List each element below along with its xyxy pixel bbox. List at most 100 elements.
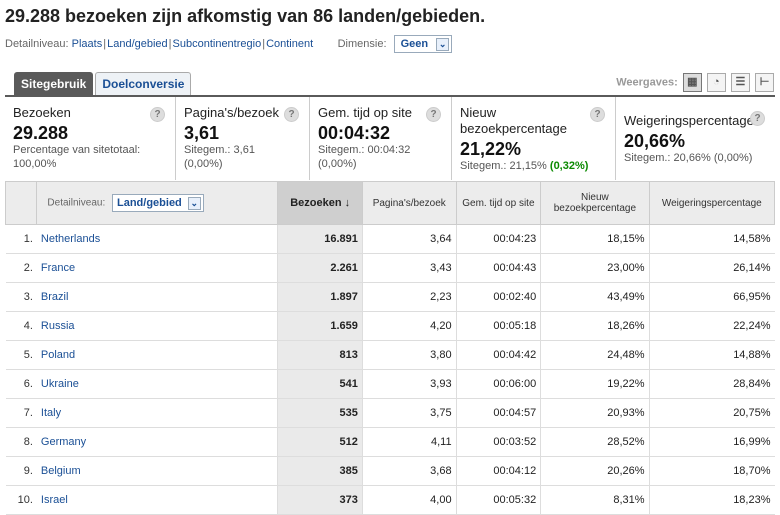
cell-new-visits: 19,22% bbox=[540, 369, 650, 399]
cell-bounce-rate: 66,95% bbox=[648, 282, 775, 312]
chevron-down-icon: ⌄ bbox=[436, 37, 450, 51]
cell-pages-per-visit: 3,80 bbox=[361, 340, 457, 370]
cell-new-visits: 18,26% bbox=[540, 311, 650, 341]
cell-avg-time: 00:05:18 bbox=[455, 311, 541, 341]
help-icon[interactable]: ? bbox=[750, 111, 765, 126]
header-avg-time[interactable]: Gem. tijd op site bbox=[455, 181, 542, 225]
row-index: 5. bbox=[5, 340, 37, 370]
cell-bounce-rate: 20,75% bbox=[648, 398, 775, 428]
cell-avg-time: 00:02:40 bbox=[455, 282, 541, 312]
tab-divider bbox=[5, 95, 775, 97]
metric-change-badge: (0,32%) bbox=[549, 160, 589, 172]
cell-new-visits: 28,52% bbox=[540, 427, 650, 457]
bar-view-icon[interactable]: ☰ bbox=[730, 73, 750, 92]
help-icon[interactable]: ? bbox=[284, 107, 299, 122]
cell-visits: 1.659 bbox=[277, 311, 363, 341]
cell-pages-per-visit: 2,23 bbox=[361, 282, 457, 312]
cell-new-visits: 20,93% bbox=[540, 398, 650, 428]
table-row: 2. France 2.261 3,43 00:04:43 23,00% 26,14% bbox=[5, 253, 775, 283]
metric-sub: Sitegem.: 20,66% (0,00%) bbox=[624, 152, 753, 164]
cell-visits: 541 bbox=[277, 369, 363, 399]
pie-view-icon[interactable]: ◔ bbox=[706, 73, 726, 92]
cell-avg-time: 00:04:43 bbox=[455, 253, 541, 283]
table-view-icon[interactable]: ▦ bbox=[682, 73, 702, 92]
dimension-label: Dimensie: bbox=[337, 37, 387, 50]
row-index: 3. bbox=[5, 282, 37, 312]
metric-pages-per-visit: Pagina's/bezoek 3,61 Sitegem.: 3,61 (0,0… bbox=[176, 97, 310, 180]
row-index: 10. bbox=[5, 485, 37, 515]
comparison-view-icon[interactable]: ⊢ bbox=[755, 73, 774, 92]
metric-label: Nieuw bezoekpercentage bbox=[460, 105, 567, 136]
detail-link-city[interactable]: Plaats bbox=[71, 37, 103, 50]
table-dimension-select[interactable]: Land/gebied ⌄ bbox=[112, 194, 204, 212]
header-pages-per-visit[interactable]: Pagina's/bezoek bbox=[361, 181, 457, 225]
metric-sub: 100,00% bbox=[13, 158, 57, 170]
detail-link-country[interactable]: Land/gebied bbox=[107, 37, 168, 50]
row-index: 1. bbox=[5, 224, 37, 254]
detail-link-continent[interactable]: Continent bbox=[266, 37, 314, 50]
metric-bounce-rate: Weigeringspercentage 20,66% Sitegem.: 20… bbox=[616, 97, 775, 180]
header-label: Weigeringspercentage bbox=[661, 197, 762, 209]
dimension-header-label: Detailniveau: bbox=[47, 197, 106, 209]
header-label: Pagina's/bezoek bbox=[372, 197, 446, 209]
cell-new-visits: 18,15% bbox=[540, 224, 650, 254]
cell-avg-time: 00:04:23 bbox=[455, 224, 541, 254]
header-new-visits[interactable]: Nieuw bezoekpercentage bbox=[540, 181, 650, 225]
metric-label: Gem. tijd op site bbox=[318, 105, 412, 120]
dimension-select[interactable]: Geen ⌄ bbox=[393, 35, 453, 53]
country-link[interactable]: Brazil bbox=[36, 282, 278, 312]
header-label: Gem. tijd op site bbox=[462, 197, 535, 209]
country-link[interactable]: France bbox=[36, 253, 278, 283]
table-row: 7. Italy 535 3,75 00:04:57 20,93% 20,75% bbox=[5, 398, 775, 428]
help-icon[interactable]: ? bbox=[426, 107, 441, 122]
table-header-row: Detailniveau: Land/gebied ⌄ Bezoeken ↓ Pag… bbox=[4, 181, 776, 225]
cell-visits: 1.897 bbox=[277, 282, 363, 312]
header-index bbox=[4, 181, 38, 225]
header-bounce-rate[interactable]: Weigeringspercentage bbox=[648, 181, 776, 225]
cell-visits: 373 bbox=[277, 485, 363, 515]
help-icon[interactable]: ? bbox=[590, 107, 605, 122]
metric-sub-text: Sitegem.: 21,15% bbox=[460, 160, 547, 172]
metric-sub: Percentage van sitetotaal: bbox=[13, 144, 141, 156]
cell-visits: 813 bbox=[277, 340, 363, 370]
help-icon[interactable]: ? bbox=[150, 107, 165, 122]
cell-new-visits: 20,26% bbox=[540, 456, 650, 486]
cell-new-visits: 23,00% bbox=[540, 253, 650, 283]
country-link[interactable]: Israel bbox=[36, 485, 278, 515]
header-visits[interactable]: Bezoeken ↓ bbox=[277, 181, 363, 225]
tab-site-usage[interactable]: Sitegebruik bbox=[14, 72, 94, 95]
cell-pages-per-visit: 3,64 bbox=[361, 224, 457, 254]
table-dimension-value: Land/gebied bbox=[117, 197, 182, 209]
table-body: 1. Netherlands 16.891 3,64 00:04:23 18,15% 14,… bbox=[5, 224, 775, 515]
country-link[interactable]: Belgium bbox=[36, 456, 278, 486]
country-link[interactable]: Russia bbox=[36, 311, 278, 341]
detail-level-label: Detailniveau: bbox=[5, 37, 69, 50]
cell-pages-per-visit: 3,43 bbox=[361, 253, 457, 283]
cell-bounce-rate: 18,70% bbox=[648, 456, 775, 486]
cell-pages-per-visit: 4,11 bbox=[361, 427, 457, 457]
cell-pages-per-visit: 3,75 bbox=[361, 398, 457, 428]
country-link[interactable]: Poland bbox=[36, 340, 278, 370]
cell-visits: 512 bbox=[277, 427, 363, 457]
metric-value: 3,61 bbox=[184, 123, 220, 143]
cell-pages-per-visit: 4,00 bbox=[361, 485, 457, 515]
country-link[interactable]: Germany bbox=[36, 427, 278, 457]
cell-visits: 385 bbox=[277, 456, 363, 486]
country-link[interactable]: Ukraine bbox=[36, 369, 278, 399]
row-index: 8. bbox=[5, 427, 37, 457]
cell-pages-per-visit: 3,68 bbox=[361, 456, 457, 486]
row-index: 9. bbox=[5, 456, 37, 486]
cell-new-visits: 8,31% bbox=[540, 485, 650, 515]
metric-avg-time: Gem. tijd op site 00:04:32 Sitegem.: 00:… bbox=[310, 97, 452, 180]
country-link[interactable]: Netherlands bbox=[36, 224, 278, 254]
tab-goal-conversion[interactable]: Doelconversie bbox=[95, 72, 192, 95]
cell-avg-time: 00:04:57 bbox=[455, 398, 541, 428]
views-label: Weergaves: bbox=[616, 76, 678, 89]
cell-avg-time: 00:04:42 bbox=[455, 340, 541, 370]
table-row: 8. Germany 512 4,11 00:03:52 28,52% 16,99% bbox=[5, 427, 775, 457]
detail-link-subcontinent[interactable]: Subcontinentregio bbox=[172, 37, 262, 50]
metric-sub: Sitegem.: 3,61 bbox=[184, 144, 255, 156]
data-table: Detailniveau: Land/gebied ⌄ Bezoeken ↓ Pag… bbox=[4, 181, 776, 515]
metric-label: Weigeringspercentage bbox=[624, 113, 754, 128]
country-link[interactable]: Italy bbox=[36, 398, 278, 428]
